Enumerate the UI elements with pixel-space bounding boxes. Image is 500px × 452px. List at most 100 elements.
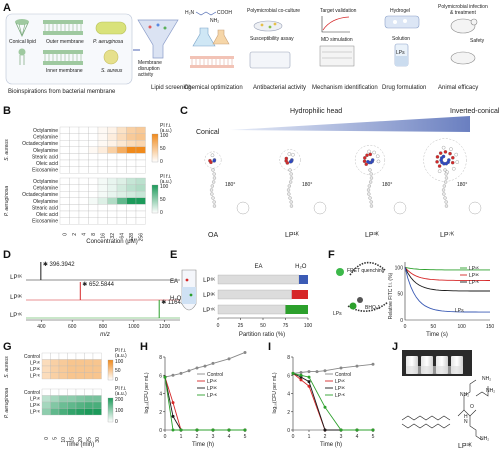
b-cell-sa-0-6	[116, 126, 127, 134]
b-cell-sa-5-3	[88, 159, 99, 167]
b-legend-pa-title: PI f.i.	[160, 174, 171, 180]
molecule-3: 180° LP⁷ᴷ	[423, 138, 482, 239]
f-bhq-label: BHQ-1	[365, 305, 381, 311]
coculture-label: Polymicrobial co-culture	[247, 8, 300, 14]
panel-label-a: A	[3, 2, 11, 14]
molecule-head-outline-0	[204, 151, 222, 169]
b-cell-pa-1-3	[88, 184, 99, 192]
g-row-label-sa-2: LP³ᴷ	[30, 367, 41, 373]
molecule-tail-1-3	[288, 180, 293, 184]
hydrogel-label: Hydrogel	[390, 8, 410, 14]
molecule-tail-1-6	[287, 192, 291, 196]
solution-label: Solution	[392, 36, 410, 42]
molecule-atom-3-1	[437, 164, 442, 168]
molecule-atom-3-4	[435, 160, 439, 164]
vial-icon	[394, 43, 409, 67]
d-xtick-label-0: 400	[37, 324, 46, 330]
h-point-0-2	[179, 371, 183, 375]
i-point-2-3	[323, 428, 327, 432]
molecule-atom-2-11	[376, 159, 381, 164]
molecule-tail-1-2	[289, 176, 294, 180]
b-cell-pa-1-5	[107, 184, 118, 192]
h-series-3	[164, 377, 245, 431]
b-cell-pa-4-4	[97, 204, 108, 212]
g-xlabel: Time (min)	[66, 442, 94, 448]
molecule-atom-3-10	[438, 151, 443, 155]
g-cell-pa-2-4	[75, 401, 85, 409]
b-cell-sa-4-1	[69, 153, 80, 161]
b-cell-sa-6-1	[69, 166, 80, 174]
molecule-tail-2-1	[369, 172, 373, 176]
g-cell-pa-3-1	[50, 408, 60, 416]
g-cell-pa-3-2	[58, 408, 68, 416]
b-cell-pa-2-4	[97, 191, 108, 198]
b-cell-sa-4-5	[107, 153, 118, 161]
b-cell-pa-4-8	[135, 204, 146, 212]
e-xtick-label-3: 75	[283, 323, 289, 329]
i-ytick-label-2: 4	[287, 392, 290, 398]
b-cell-pa-6-2	[78, 217, 89, 225]
b-cell-sa-2-6	[116, 140, 127, 147]
b-xlabel: Concentration (μM)	[86, 239, 137, 245]
e-xtick-label-1: 25	[238, 323, 244, 329]
b-cell-pa-1-0	[59, 184, 70, 192]
molecule-atom-1-5	[291, 152, 295, 157]
c-mid-label: Hydrophilic head	[290, 108, 342, 115]
b-row-label-sa-4: Stearic acid	[32, 154, 58, 160]
b-cell-sa-4-2	[78, 153, 89, 161]
h-ytick-label-3: 6	[159, 373, 162, 379]
molecule-tail-0-1	[212, 172, 216, 176]
b-cell-pa-5-2	[78, 210, 89, 218]
molecule-2: 180° LP³ᴷ	[354, 144, 407, 239]
b-cell-pa-1-2	[78, 184, 89, 192]
molecule-tail-2-8	[369, 200, 373, 204]
panel-j: J NH₂ NH₂ NH₂ NH₂ H N O LP³ᴷ	[392, 341, 495, 450]
g-cell-sa-0-4	[75, 352, 85, 360]
f-ytick-label-0: 0	[400, 318, 403, 324]
b-conc-tick-3: 8	[91, 233, 97, 236]
b-legend-pa-tick-lo: 0	[160, 210, 163, 216]
s-aureus-icon	[103, 49, 119, 65]
b-cell-pa-2-0	[59, 191, 70, 198]
j-nh2-mid: NH₂	[486, 388, 495, 394]
i-xtick-label-3: 3	[340, 434, 343, 440]
funnel-label-3: activity	[138, 72, 154, 78]
f-xtick-label-1: 50	[431, 324, 437, 330]
lps-dot-icon	[349, 302, 357, 310]
e-tube-ea: EA	[170, 279, 178, 285]
d-series-name-2: LP⁷ᴷ	[10, 312, 23, 319]
b-cell-pa-0-3	[88, 177, 99, 185]
molecule-tail-1-7	[288, 196, 292, 200]
b-legend-sa-unit: (a.u.)	[160, 128, 172, 134]
g-cell-sa-1-0	[41, 359, 51, 367]
molecule-atom-2-10	[365, 153, 369, 157]
conical-lipid-icon	[15, 19, 29, 37]
b-cell-sa-2-8	[135, 140, 146, 147]
b-row-label-pa-1: Cetylamine	[33, 186, 58, 192]
molecule-atom-3-19	[451, 155, 455, 160]
step-animal-efficacy: Animal efficacy	[438, 85, 478, 91]
b-cell-sa-2-4	[97, 140, 108, 147]
molecule-rot-view-0	[236, 201, 250, 215]
step-antibacterial-activity: Antibacterial activity	[253, 85, 306, 91]
molecule-tail-2-9	[369, 204, 374, 208]
molecule-tail-3-0	[443, 168, 447, 172]
i-point-1-1	[299, 378, 303, 382]
molecule-tail-1-9	[289, 204, 294, 208]
h-point-3-2	[179, 428, 183, 432]
molecule-rot-label-3: 180°	[457, 182, 467, 188]
validation-chart-icon	[321, 16, 350, 33]
panel-label-i: I	[268, 341, 271, 353]
j-o-label: O	[470, 404, 474, 410]
g-group-pa: P. aeruginosa	[4, 388, 10, 418]
g-time-tick-2: 10	[61, 437, 67, 443]
b-cell-pa-3-7	[126, 197, 137, 205]
e-row-label-0: LP¹ᴷ	[203, 277, 215, 284]
b-cell-sa-4-0	[59, 153, 70, 161]
b-row-label-pa-5: Oleic acid	[36, 212, 58, 218]
b-conc-tick-5: 32	[110, 233, 116, 239]
i-point-0-7	[371, 362, 375, 366]
i-point-0-4	[323, 369, 327, 373]
